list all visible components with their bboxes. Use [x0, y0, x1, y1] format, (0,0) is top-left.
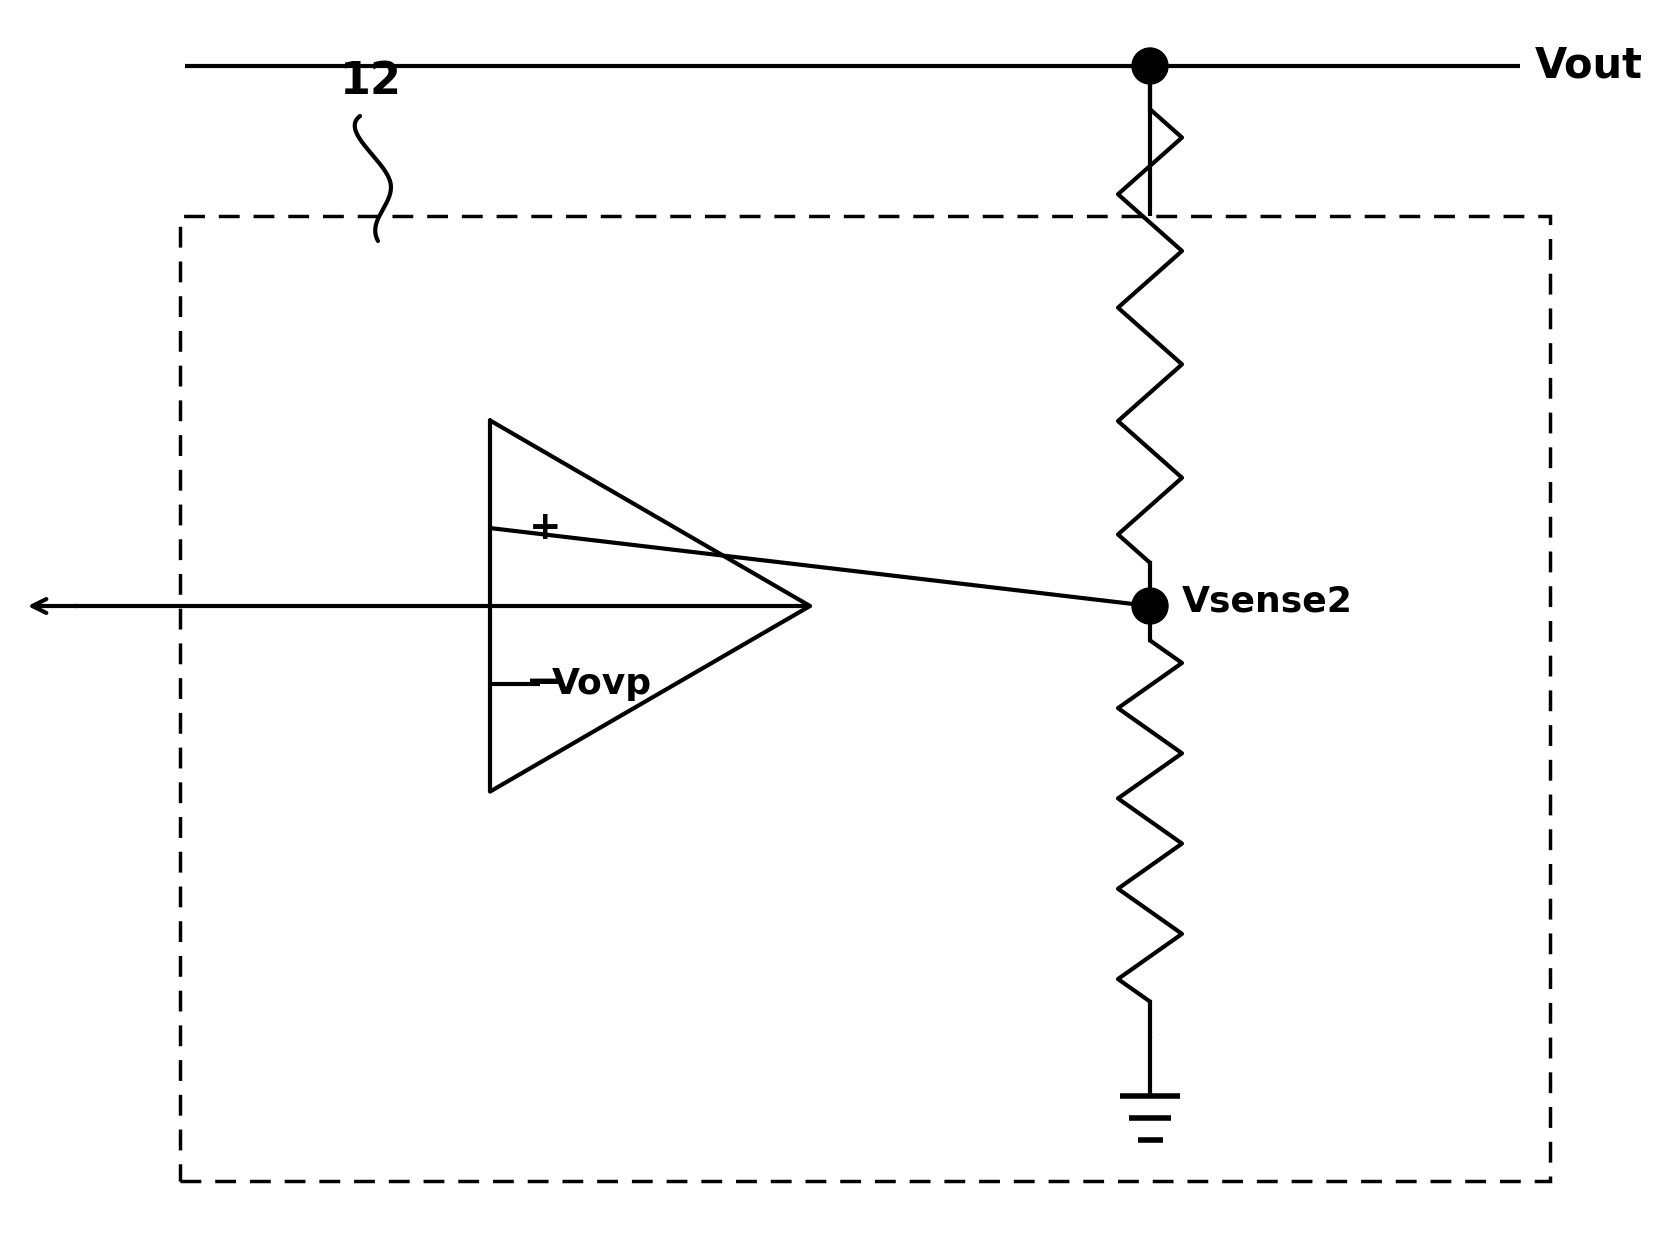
Text: 12: 12	[340, 59, 402, 103]
Circle shape	[1131, 588, 1168, 624]
Text: Vovp: Vovp	[551, 667, 652, 701]
Circle shape	[1131, 48, 1168, 84]
Bar	[179, 216, 1550, 1182]
Text: Vout: Vout	[1535, 44, 1642, 87]
Text: Vsense2: Vsense2	[1182, 583, 1353, 618]
Text: +: +	[528, 509, 561, 548]
Text: −: −	[525, 661, 565, 707]
